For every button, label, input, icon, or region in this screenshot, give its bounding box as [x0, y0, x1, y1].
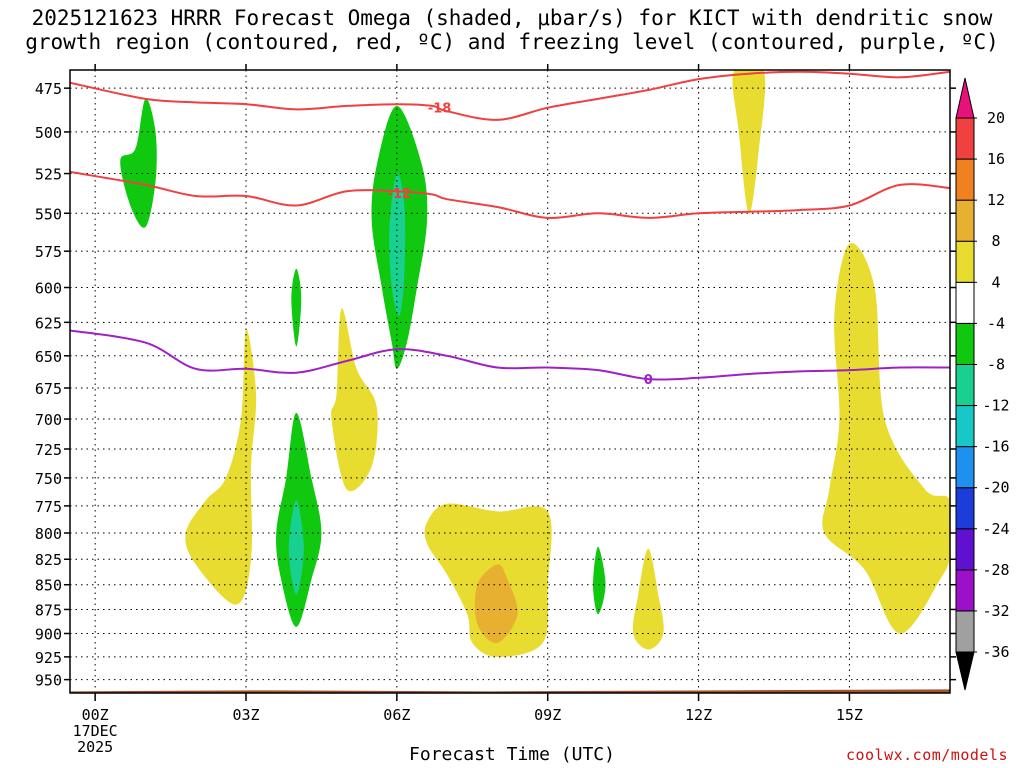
x-tick-label-0: 00Z — [82, 706, 109, 724]
omega-region-5 — [288, 500, 304, 595]
omega-region-11 — [632, 548, 664, 650]
colorbar-label--20: -20 — [982, 479, 1009, 497]
omega-region-1 — [291, 268, 302, 347]
omega-shading — [120, 70, 950, 657]
colorbar-label--8: -8 — [987, 355, 1005, 373]
x-tick-sublabel-0: 17DEC — [73, 722, 118, 740]
y-tick-label-825: 825 — [35, 551, 62, 569]
x-tick-label-9: 09Z — [534, 706, 561, 724]
colorbar-seg-4-to-8 — [955, 240, 975, 283]
omega-region-6 — [593, 546, 606, 615]
contour--12 — [70, 170, 950, 219]
chart-title-line2: growth region (contoured, red, ºC) and f… — [25, 30, 999, 54]
y-tick-label-550: 550 — [35, 205, 62, 223]
y-tick-label-750: 750 — [35, 470, 62, 488]
terrain-band — [70, 689, 950, 693]
colorbar-seg-16-to-20 — [955, 117, 975, 160]
contour-label-0: 0 — [644, 373, 653, 388]
x-tick-label-3: 03Z — [232, 706, 259, 724]
colorbar-label--32: -32 — [982, 602, 1009, 620]
colorbar-arrow-high — [955, 77, 975, 119]
colorbar-seg-8-to-12 — [955, 199, 975, 242]
temperature-contours: -18 -12 0 — [70, 70, 950, 388]
credit-link[interactable]: coolwx.com/models — [845, 746, 1008, 764]
colorbar-seg--36-to--32 — [955, 610, 975, 653]
omega-region-0 — [120, 98, 157, 228]
y-tick-label-525: 525 — [35, 166, 62, 184]
y-tick-label-875: 875 — [35, 601, 62, 619]
y-tick-label-475: 475 — [35, 80, 62, 98]
colorbar-label--12: -12 — [982, 397, 1009, 415]
y-tick-label-775: 775 — [35, 498, 62, 516]
colorbar-seg--20-to--16 — [955, 446, 975, 489]
grid-lines — [70, 70, 950, 693]
colorbar-arrow-low — [955, 651, 975, 691]
x-axis-label: Forecast Time (UTC) — [409, 744, 615, 765]
plot-frame — [69, 69, 951, 694]
x-tick-label-12: 12Z — [685, 706, 712, 724]
colorbar-seg--28-to--24 — [955, 528, 975, 571]
colorbar-label--36: -36 — [982, 643, 1009, 661]
contour-label--18: -18 — [428, 102, 452, 117]
omega-region-13 — [822, 243, 950, 634]
terrain-fill — [70, 689, 950, 693]
colorbar-seg--8-to--4 — [955, 322, 975, 365]
x-tick-sublabel-1: 2025 — [77, 738, 113, 756]
y-tick-label-625: 625 — [35, 314, 62, 332]
y-tick-label-725: 725 — [35, 441, 62, 459]
y-tick-label-675: 675 — [35, 380, 62, 398]
contour-label--12: -12 — [388, 187, 412, 202]
y-tick-label-600: 600 — [35, 280, 62, 298]
colorbar-seg-12-to-16 — [955, 158, 975, 201]
y-tick-label-950: 950 — [35, 672, 62, 690]
y-tick-label-700: 700 — [35, 411, 62, 429]
omega-region-10 — [474, 564, 518, 644]
chart-title: 2025121623 HRRR Forecast Omega (shaded, … — [0, 6, 1024, 54]
colorbar-seg--4-to-4 — [955, 281, 975, 324]
omega-region-3 — [389, 173, 406, 316]
colorbar-label-8: 8 — [991, 232, 1000, 250]
x-tick-label-15: 15Z — [836, 706, 863, 724]
y-tick-label-925: 925 — [35, 649, 62, 667]
y-tick-label-575: 575 — [35, 243, 62, 261]
colorbar: -36 -32 -28 -24 -20 -16 -12 -8 -4 4 8 12 16 20 — [955, 77, 1010, 691]
colorbar-label-4: 4 — [991, 273, 1000, 291]
omega-region-12 — [732, 70, 766, 214]
y-tick-label-800: 800 — [35, 525, 62, 543]
colorbar-seg--16-to--12 — [955, 405, 975, 448]
omega-region-8 — [331, 308, 378, 492]
contour--18 — [70, 70, 950, 121]
colorbar-label-12: 12 — [987, 191, 1005, 209]
colorbar-label--24: -24 — [982, 520, 1009, 538]
colorbar-label--28: -28 — [982, 561, 1009, 579]
y-tick-label-500: 500 — [35, 124, 62, 142]
y-tick-label-650: 650 — [35, 348, 62, 366]
colorbar-label-20: 20 — [987, 109, 1005, 127]
colorbar-seg--12-to--8 — [955, 363, 975, 407]
contour-0 — [70, 329, 950, 381]
colorbar-seg--32-to--28 — [955, 569, 975, 612]
y-tick-label-850: 850 — [35, 577, 62, 595]
omega-region-7 — [185, 328, 257, 605]
chart-title-line1: 2025121623 HRRR Forecast Omega (shaded, … — [31, 6, 993, 30]
colorbar-label--4: -4 — [987, 314, 1005, 332]
colorbar-label--16: -16 — [982, 438, 1009, 456]
colorbar-label-16: 16 — [987, 150, 1005, 168]
x-tick-label-6: 06Z — [383, 706, 410, 724]
pressure-axis: 475 500 525 550 575 600 625 650 675 700 725 750 775 8… — [35, 80, 956, 690]
y-tick-label-900: 900 — [35, 625, 62, 643]
colorbar-seg--24-to--20 — [955, 487, 975, 530]
frame-rect — [69, 69, 951, 694]
